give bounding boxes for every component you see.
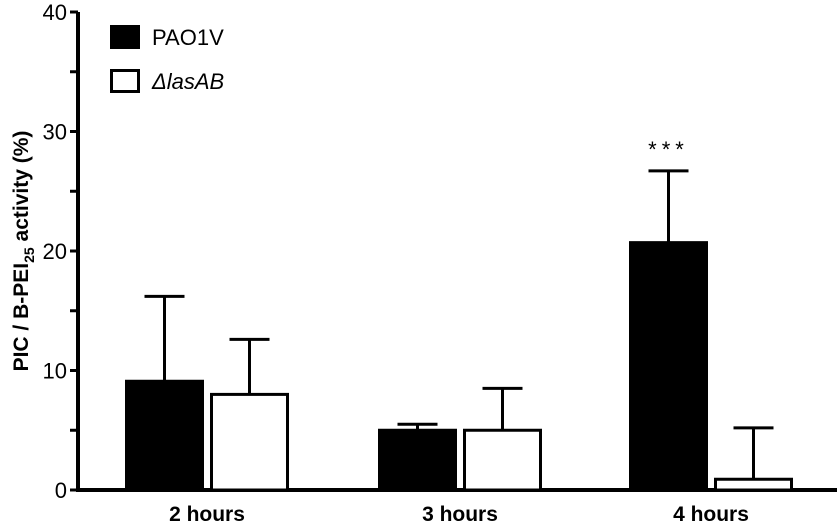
y-tick-label: 40 — [43, 0, 67, 25]
bar-pao1v — [629, 241, 708, 492]
x-category-label: 4 hours — [673, 503, 749, 526]
y-axis-label-suffix: activity (%) — [10, 131, 33, 248]
bar-pao1v — [125, 379, 204, 492]
bar-lasab — [463, 428, 542, 492]
x-category-label: 3 hours — [422, 503, 498, 526]
y-tick-label: 20 — [43, 239, 67, 264]
x-category-label: 2 hours — [169, 503, 245, 526]
legend-label: PAO1V — [152, 25, 224, 50]
significance-annotation: *** — [648, 137, 689, 162]
bar-pao1v — [378, 428, 457, 492]
y-axis-label-subscript: 25 — [21, 247, 37, 263]
legend-label: ΔlasAB — [151, 69, 224, 94]
y-tick-label: 0 — [55, 478, 67, 503]
y-axis-label: PIC / B-PEI25 activity (%) — [10, 131, 37, 372]
y-tick-label: 30 — [43, 120, 67, 145]
legend-swatch — [110, 25, 140, 49]
bar-lasab — [210, 392, 289, 492]
y-tick-label: 10 — [43, 359, 67, 384]
legend-swatch — [110, 69, 140, 93]
bar-lasab — [714, 477, 793, 492]
y-axis-label-main: PIC / B-PEI — [10, 263, 33, 372]
